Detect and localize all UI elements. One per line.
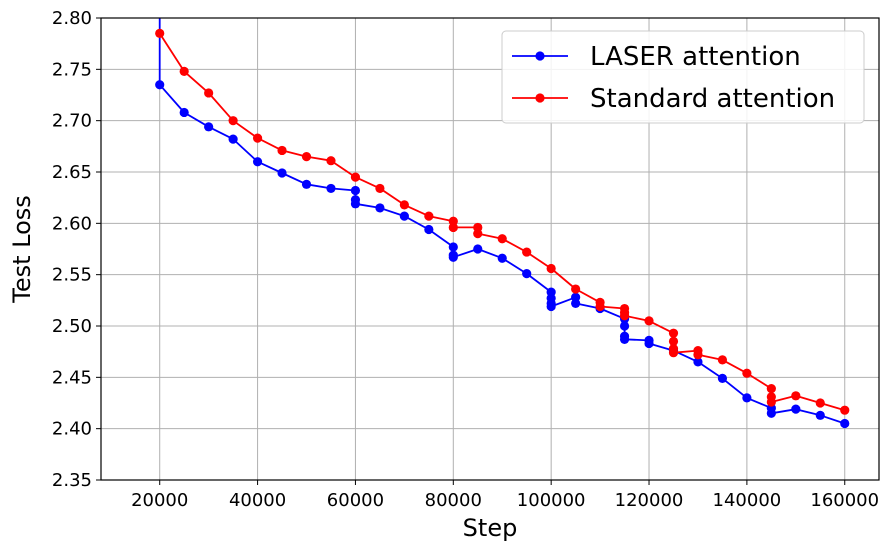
data-point [252,157,263,167]
data-point [350,199,361,209]
data-point [571,284,581,294]
data-point [350,185,361,196]
x-tick-label: 60000 [327,490,384,511]
data-point [301,179,312,189]
x-tick-label: 40000 [229,490,286,511]
data-point [326,183,336,194]
data-point [155,80,165,90]
legend-marker [535,51,545,61]
y-tick-label: 2.40 [52,419,92,440]
data-point [522,269,532,279]
data-point [155,28,165,38]
legend-item: Standard attention [512,84,835,114]
data-point [619,334,630,344]
data-point [742,368,752,378]
data-point [595,301,605,312]
data-point [277,145,287,156]
data-point [766,397,776,407]
data-point [228,116,238,126]
data-point [204,88,214,98]
y-tick-label: 2.80 [52,8,92,29]
y-tick-label: 2.75 [52,59,92,80]
series-line-standard-attention [158,32,845,412]
data-point [497,234,507,244]
y-tick-label: 2.70 [52,111,92,132]
data-point [179,107,189,118]
data-point [277,168,287,178]
data-point [791,404,801,414]
data-point [497,253,507,263]
data-point [473,244,483,254]
data-point [668,328,679,338]
legend-box [501,30,865,124]
data-point [399,200,409,210]
data-point [791,391,801,401]
y-axis-ticks: 2.35 2.40 2.45 2.50 2.55 2.60 2.65 2.70 2.75 2.80 [52,8,101,491]
x-tick-label: 140000 [713,490,782,511]
data-point [693,357,703,367]
y-tick-label: 2.65 [52,162,92,183]
data-point [522,247,532,257]
data-point [546,301,556,312]
data-point [619,311,630,321]
data-point [693,350,703,360]
data-point [766,408,776,418]
data-point [840,418,850,429]
data-point [766,384,776,394]
data-point [204,122,214,132]
data-point [375,203,385,213]
data-point [448,252,458,262]
data-point [399,211,409,221]
data-point [668,336,679,346]
data-point [375,183,385,194]
data-point [717,373,728,383]
legend-item: LASER attention [512,42,801,72]
x-tick-label: 100000 [517,490,586,511]
data-point [228,134,238,144]
x-tick-label: 160000 [810,490,879,511]
data-point [448,222,458,233]
plot-frame [100,17,880,481]
data-point [815,410,825,420]
data-point [815,398,825,408]
x-tick-label: 80000 [425,490,482,511]
data-point [301,152,312,162]
x-tick-label: 20000 [131,490,188,511]
y-tick-label: 2.50 [52,316,92,337]
y-tick-label: 2.60 [52,213,92,234]
data-point [644,338,654,349]
data-point [252,133,263,143]
data-point [473,229,483,239]
data-point [571,298,581,309]
x-axis-ticks: 20000 40000 60000 80000 100000 120000 140000 16… [131,480,879,511]
data-point [179,66,189,76]
data-point [350,172,361,182]
data-point [424,211,434,221]
x-tick-label: 120000 [615,490,684,511]
y-axis-label: Test Loss [8,195,36,304]
series-layer [155,18,850,429]
data-point [668,348,679,358]
y-tick-label: 2.55 [52,265,92,286]
data-point [840,405,850,415]
data-point [742,393,752,403]
x-axis-label: Step [463,514,518,542]
series-standard-attention [155,28,850,415]
data-point [546,263,556,274]
data-point [717,355,728,365]
data-point [326,156,336,166]
y-tick-label: 2.45 [52,367,92,388]
legend-marker [535,93,545,103]
legend-label: LASER attention [590,42,801,72]
data-point [644,316,654,326]
legend-label: Standard attention [590,84,835,114]
data-point [448,242,458,252]
data-point [619,321,630,331]
y-tick-label: 2.35 [52,470,92,491]
data-point [424,224,434,235]
legend: LASER attention Standard attention [501,30,865,124]
